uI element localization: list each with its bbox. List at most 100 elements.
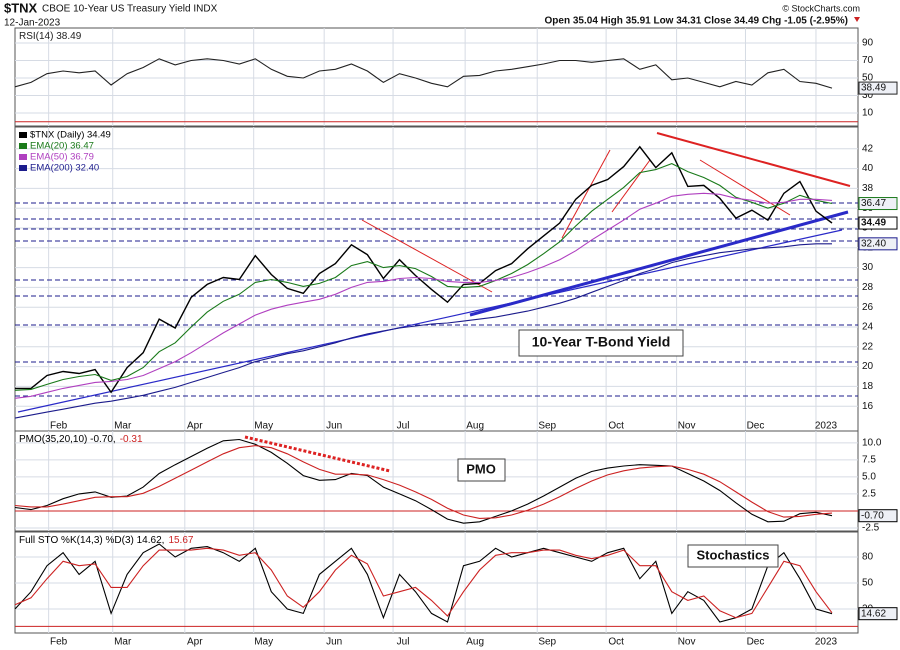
panel-title-part: RSI(14) 38.49 — [19, 31, 82, 42]
panel-title: Full STO %K(14,3) %D(3) 14.62, 15.67 — [19, 535, 194, 546]
series-layer — [14, 58, 833, 623]
annotation-pmo: PMO — [457, 458, 506, 482]
annotation-box — [518, 329, 684, 357]
x-tick-label: 2023 — [815, 421, 838, 432]
legend-swatch — [19, 165, 27, 171]
y-tick-label: 30 — [862, 262, 874, 273]
panel-title-part: PMO(35,20,10) -0.70, — [19, 434, 116, 445]
x-tick-label: May — [254, 421, 273, 432]
value-tag-label: 36.47 — [861, 198, 886, 209]
date: 12-Jan-2023 — [4, 18, 61, 29]
y-tick-label: 30 — [862, 90, 874, 101]
annotation-sto: Stochastics — [687, 544, 779, 568]
series-line — [14, 192, 833, 399]
legend-label: EMA(20) 36.47 — [30, 141, 94, 152]
reference-lines: 10 30 50 70 90 Feb Mar Apr May Jun Jul Aug Sep Oct Nov… — [14, 27, 882, 648]
annotation-box — [457, 458, 506, 482]
support-trendline — [469, 210, 849, 317]
resistance-trendline — [656, 132, 851, 187]
legend-swatch — [19, 154, 27, 160]
x-tick-label: Sep — [538, 421, 556, 432]
legend-label: EMA(200) 32.40 — [30, 163, 99, 174]
x-tick-label: Aug — [466, 637, 484, 648]
value-tag-label: 14.62 — [861, 608, 886, 619]
series-line — [15, 145, 833, 394]
y-tick-label: 50 — [862, 73, 874, 84]
series-line — [14, 438, 833, 524]
x-tick-label: Jul — [397, 637, 410, 648]
x-tick-label: Dec — [747, 637, 765, 648]
channel-line — [17, 229, 843, 413]
value-tag — [858, 197, 898, 211]
x-tick-label: Sep — [538, 637, 556, 648]
x-tick-label: Jun — [326, 637, 342, 648]
y-tick-label: 24 — [862, 322, 874, 333]
downtrend-line — [361, 219, 493, 293]
quote: Open 35.04 High 35.91 Low 34.31 Close 34… — [545, 16, 848, 27]
y-tick-label: 40 — [862, 163, 874, 174]
panel-title-part: 15.67 — [168, 535, 193, 546]
panel-frame — [14, 430, 859, 532]
value-tag-label: 38.49 — [861, 83, 886, 94]
panel-title: RSI(14) 38.49 — [19, 31, 82, 42]
y-tick-label: 5.0 — [862, 472, 876, 483]
support-levels — [15, 202, 858, 397]
series-line — [14, 547, 833, 619]
value-tag-label: 34.49 — [861, 218, 886, 229]
legend-label: EMA(50) 36.79 — [30, 152, 94, 163]
legend-swatch — [19, 132, 27, 138]
x-tick-label: Mar — [114, 421, 132, 432]
annotation: PMO — [466, 461, 496, 476]
x-tick-label: Feb — [50, 637, 68, 648]
symbol-name: CBOE 10-Year US Treasury Yield INDX — [42, 4, 218, 15]
series-line — [14, 543, 833, 623]
x-tick-label: Feb — [50, 421, 68, 432]
panel-title-part: Full STO %K(14,3) %D(3) 14.62, — [19, 535, 164, 546]
x-tick-label: May — [254, 637, 273, 648]
value-tag — [858, 607, 898, 621]
value-tag-label: 32.40 — [861, 238, 886, 249]
series-line — [14, 163, 833, 391]
x-tick-label: Apr — [187, 637, 203, 648]
y-tick-label: 16 — [862, 401, 874, 412]
series-line — [14, 243, 832, 419]
trend-lines — [17, 132, 851, 473]
y-tick-label: 50 — [862, 578, 874, 589]
x-tick-label: Nov — [678, 421, 696, 432]
legend-swatch — [19, 143, 27, 149]
y-tick-label: -2.5 — [862, 523, 880, 534]
credit: © StockCharts.com — [782, 3, 860, 13]
y-tick-label: 90 — [862, 38, 874, 49]
value-tag — [858, 509, 898, 523]
y-tick-label: 26 — [862, 302, 874, 313]
x-tick-label: Oct — [608, 421, 624, 432]
x-tick-label: Jul — [397, 421, 410, 432]
panel-frame — [14, 531, 859, 634]
y-tick-label: 10.0 — [862, 438, 882, 449]
legend-label: $TNX (Daily) 34.49 — [30, 130, 111, 141]
y-tick-label: 2.5 — [862, 489, 876, 500]
value-tag — [858, 81, 898, 95]
x-tick-label: Oct — [608, 637, 624, 648]
y-tick-label: 20 — [862, 361, 874, 372]
panel-frame — [14, 27, 859, 127]
y-tick-label: 7.5 — [862, 455, 876, 466]
value-tag — [858, 216, 898, 230]
annotation-box — [687, 544, 779, 568]
uptrend-line — [561, 149, 611, 239]
series-line — [14, 445, 833, 519]
x-tick-label: Jun — [326, 421, 342, 432]
value-tag — [858, 237, 898, 251]
x-tick-label: Nov — [678, 637, 696, 648]
x-tick-label: Aug — [466, 421, 484, 432]
annotation-price: 10-Year T-Bond Yield — [518, 329, 684, 357]
y-tick-label: 42 — [862, 143, 874, 154]
x-tick-label: Apr — [187, 421, 203, 432]
x-tick-label: Mar — [114, 637, 132, 648]
symbol: $TNX — [4, 0, 38, 15]
x-tick-label: 2023 — [815, 637, 838, 648]
y-tick-label: 18 — [862, 381, 874, 392]
annotation: 10-Year T-Bond Yield — [532, 334, 671, 350]
uptrend-line — [611, 159, 651, 213]
